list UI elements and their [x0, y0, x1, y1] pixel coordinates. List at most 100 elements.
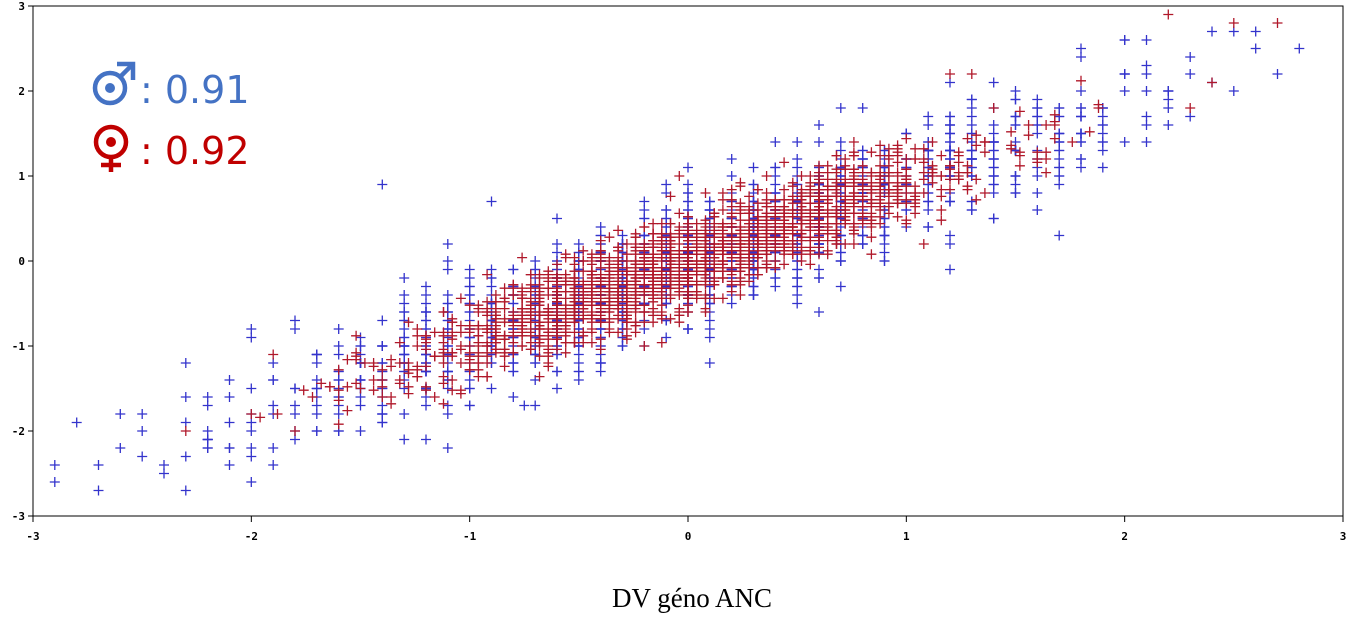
male-point	[552, 239, 562, 249]
male-point	[1250, 43, 1261, 54]
female-point	[910, 154, 921, 164]
female-point	[639, 300, 650, 311]
male-point	[137, 409, 148, 419]
female-point	[639, 317, 650, 328]
female-point	[359, 358, 370, 368]
male-point	[661, 315, 672, 326]
female-point	[761, 188, 772, 198]
male-point	[464, 400, 475, 411]
points-layer	[49, 9, 1305, 496]
male-point	[552, 366, 562, 377]
male-point	[442, 264, 453, 275]
female-point	[333, 364, 344, 375]
male-point	[1119, 35, 1130, 45]
male-point	[879, 179, 890, 190]
female-point	[979, 147, 990, 158]
male-point	[923, 205, 934, 215]
female-point	[674, 171, 685, 181]
male-point	[835, 247, 846, 258]
male-point	[661, 247, 672, 258]
male-point	[1163, 120, 1174, 130]
female-point	[966, 69, 977, 79]
male-point	[814, 264, 824, 275]
female-point	[779, 259, 790, 270]
male-point	[966, 94, 977, 105]
female-point	[1185, 103, 1196, 113]
female-point	[499, 361, 510, 372]
female-point	[621, 256, 632, 266]
female-point	[377, 364, 388, 375]
female-point	[735, 177, 746, 188]
female-point	[447, 385, 458, 396]
male-point	[945, 196, 955, 207]
male-point	[290, 324, 300, 334]
male-point	[661, 213, 672, 224]
female-point	[883, 143, 894, 154]
male-point	[879, 213, 890, 224]
male-point	[1163, 103, 1174, 113]
male-point	[617, 247, 628, 258]
male-point	[399, 434, 410, 445]
male-point	[704, 281, 715, 292]
female-point	[377, 375, 388, 385]
male-point	[224, 392, 235, 402]
male-point	[857, 230, 868, 241]
male-point	[399, 307, 410, 317]
female-point	[726, 286, 737, 297]
male-point	[519, 400, 530, 411]
male-point	[421, 434, 431, 445]
female-point	[648, 218, 659, 229]
male-point	[573, 375, 584, 385]
male-point	[311, 349, 322, 360]
male-point	[748, 196, 759, 207]
male-point	[683, 324, 693, 334]
male-point	[355, 426, 366, 436]
male-point	[311, 383, 322, 394]
male-point	[1185, 111, 1196, 122]
female-point	[1041, 120, 1052, 130]
male-point	[1141, 137, 1152, 147]
male-point	[1032, 188, 1043, 198]
male-point	[1032, 111, 1043, 122]
male-point	[704, 324, 715, 334]
male-point	[399, 290, 410, 300]
female-point	[988, 103, 999, 113]
male-point	[1010, 188, 1021, 198]
female-point	[936, 205, 947, 215]
male-point	[268, 443, 279, 453]
male-point	[224, 417, 235, 428]
male-point	[1097, 145, 1108, 156]
female-point	[438, 307, 449, 317]
male-point	[290, 409, 300, 419]
male-point	[945, 120, 955, 130]
male-point	[748, 281, 759, 292]
male-point	[486, 349, 497, 360]
male-point	[530, 358, 541, 368]
male-point	[726, 154, 737, 164]
male-point	[966, 111, 977, 122]
female-point	[779, 157, 790, 168]
female-point	[473, 358, 484, 368]
female-point	[866, 147, 877, 158]
female-point	[403, 388, 414, 399]
female-point	[901, 133, 912, 144]
male-point	[1054, 171, 1065, 181]
male-point	[1097, 162, 1108, 173]
female-point	[770, 194, 781, 205]
male-point	[748, 264, 759, 275]
male-point	[333, 349, 344, 360]
male-point	[966, 205, 977, 215]
male-point	[748, 247, 759, 258]
female-point	[648, 317, 659, 328]
male-point	[1010, 179, 1021, 190]
female-point	[342, 354, 353, 365]
female-point	[656, 337, 667, 348]
male-point	[704, 358, 715, 368]
male-point	[945, 145, 955, 156]
male-point	[530, 349, 541, 360]
male-point	[988, 213, 999, 224]
male-point	[879, 145, 890, 156]
male-point	[268, 460, 279, 470]
male-symbol-icon	[92, 61, 136, 106]
female-point	[1041, 167, 1052, 178]
